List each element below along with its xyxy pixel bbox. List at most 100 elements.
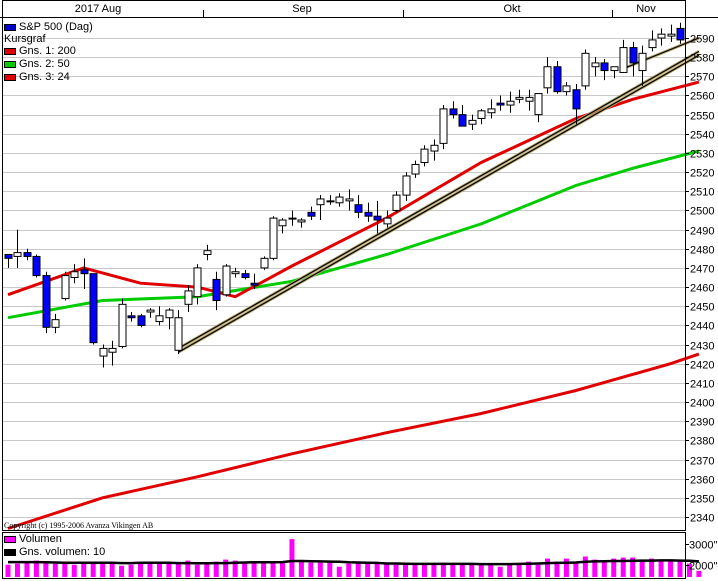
ma50-swatch bbox=[4, 60, 16, 68]
volume-bar-70 bbox=[668, 560, 674, 577]
candle-body-17 bbox=[165, 309, 174, 319]
trendline-2 bbox=[622, 37, 700, 70]
candle-body-64 bbox=[610, 66, 619, 72]
candle-body-13 bbox=[127, 315, 136, 319]
volume-bar-48 bbox=[459, 563, 465, 577]
volume-bar-33 bbox=[317, 562, 323, 577]
ytick-label-2510: 2510 bbox=[690, 187, 714, 199]
candle-body-71 bbox=[676, 27, 685, 41]
volume-bar-38 bbox=[365, 561, 371, 577]
volume-bar-54 bbox=[516, 563, 522, 577]
xtick-label-1: Sep bbox=[292, 3, 312, 15]
candle-body-11 bbox=[108, 347, 117, 353]
volume-bar-21 bbox=[204, 563, 210, 577]
candle-body-56 bbox=[534, 93, 543, 116]
candle-body-43 bbox=[411, 163, 420, 175]
volume-bar-9 bbox=[90, 562, 96, 577]
date-axis: 2017 Aug Sep Okt Nov bbox=[75, 3, 656, 17]
volume-bar-61 bbox=[582, 556, 588, 577]
volume-bar-2 bbox=[24, 562, 30, 577]
candle-body-61 bbox=[581, 52, 590, 87]
trendline-0 bbox=[178, 54, 700, 353]
ytick-label-2430: 2430 bbox=[690, 341, 714, 353]
candle-body-6 bbox=[61, 275, 70, 300]
volume-bar-16 bbox=[156, 563, 162, 577]
candle-body-31 bbox=[297, 219, 306, 223]
candle-body-63 bbox=[600, 62, 609, 72]
volume-bar-63 bbox=[601, 560, 607, 577]
volume-bar-28 bbox=[270, 561, 276, 577]
volume-panel: 3000" 2000" bbox=[5, 539, 717, 577]
volume-bar-67 bbox=[639, 560, 645, 577]
volume-bar-5 bbox=[52, 563, 58, 577]
ma-line-0 bbox=[7, 352, 700, 530]
candle-body-52 bbox=[496, 102, 505, 106]
candle-body-66 bbox=[629, 47, 638, 64]
volume-bar-45 bbox=[431, 563, 437, 577]
candle-body-23 bbox=[222, 265, 231, 296]
volume-bar-12 bbox=[119, 565, 125, 577]
volume-bar-30 bbox=[289, 539, 295, 577]
ytick-label-2470: 2470 bbox=[690, 264, 714, 276]
volume-bar-55 bbox=[526, 561, 532, 577]
candle-body-26 bbox=[250, 282, 259, 286]
legend-ma50-label: Gns. 2: 50 bbox=[19, 58, 70, 70]
legend-ma50: Gns. 2: 50 bbox=[4, 58, 70, 71]
title-swatch bbox=[4, 23, 16, 31]
candle-body-59 bbox=[562, 85, 571, 93]
candle-body-21 bbox=[203, 250, 212, 256]
ytick-label-2560: 2560 bbox=[690, 91, 714, 103]
candle-body-58 bbox=[553, 66, 562, 93]
volume-bar-3 bbox=[33, 560, 39, 577]
volume-bar-39 bbox=[374, 563, 380, 577]
volume-bar-32 bbox=[308, 562, 314, 577]
candle-body-45 bbox=[430, 144, 439, 152]
volume-bar-8 bbox=[81, 563, 87, 577]
legend-ma24-label: Gns. 3: 24 bbox=[19, 71, 70, 83]
candle-body-1 bbox=[13, 252, 22, 257]
trend-lines bbox=[177, 36, 700, 354]
xtick-label-0: 2017 Aug bbox=[75, 3, 122, 15]
candle-body-9 bbox=[89, 273, 98, 344]
candle-body-55 bbox=[525, 96, 534, 102]
volume-bar-1 bbox=[14, 563, 20, 577]
volume-bar-34 bbox=[327, 562, 333, 577]
candle-body-28 bbox=[269, 217, 278, 259]
volume-bar-51 bbox=[488, 563, 494, 577]
volume-bar-29 bbox=[279, 562, 285, 577]
volume-bar-37 bbox=[355, 561, 361, 577]
candle-body-16 bbox=[155, 315, 164, 323]
candle-body-22 bbox=[212, 278, 221, 301]
volume-bar-64 bbox=[611, 558, 617, 577]
ytick-label-2590: 2590 bbox=[690, 34, 714, 46]
candles bbox=[4, 22, 685, 368]
candle-body-37 bbox=[354, 204, 363, 213]
volume-bar-10 bbox=[100, 562, 106, 577]
volume-bar-57 bbox=[544, 558, 550, 577]
legend-title: S&P 500 (Dag) bbox=[4, 21, 93, 34]
ytick-label-2580: 2580 bbox=[690, 53, 714, 65]
candle-body-70 bbox=[667, 33, 676, 37]
vol-tick-label-1: 2000" bbox=[689, 561, 717, 573]
candle-body-47 bbox=[449, 108, 458, 116]
candle-body-14 bbox=[137, 315, 146, 326]
candle-body-49 bbox=[468, 119, 477, 125]
volume-bar-49 bbox=[469, 564, 475, 577]
candle-body-44 bbox=[420, 148, 429, 164]
candle-body-48 bbox=[458, 114, 467, 127]
volume-bar-52 bbox=[497, 566, 503, 577]
ytick-label-2400: 2400 bbox=[690, 398, 714, 410]
candle-body-65 bbox=[619, 47, 628, 73]
ytick-label-2440: 2440 bbox=[690, 321, 714, 333]
volume-frame bbox=[2, 532, 686, 579]
volume-bar-40 bbox=[384, 563, 390, 577]
ytick-label-2480: 2480 bbox=[690, 245, 714, 257]
candle-body-67 bbox=[638, 52, 647, 72]
ytick-label-2370: 2370 bbox=[690, 456, 714, 468]
volume-bar-20 bbox=[194, 564, 200, 577]
gridlines bbox=[2, 38, 685, 518]
candle-body-32 bbox=[307, 211, 316, 217]
plot-frame bbox=[2, 0, 686, 531]
